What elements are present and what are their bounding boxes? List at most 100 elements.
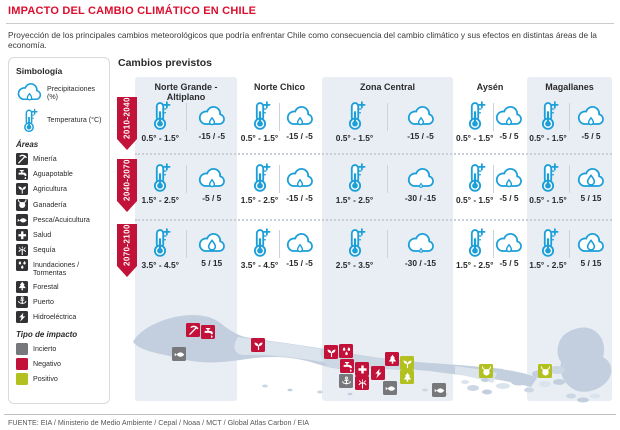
temp-value: 0.5° - 1.5° bbox=[456, 195, 494, 205]
thermometer-icon bbox=[537, 100, 559, 130]
rain-cloud-icon bbox=[576, 232, 606, 255]
cell-divider bbox=[569, 103, 570, 131]
map-marker-agricultura bbox=[400, 356, 414, 370]
temp-value: 1.5° - 2.5° bbox=[456, 260, 494, 270]
temp-value: 3.5° - 4.5° bbox=[240, 260, 279, 270]
precip-value: -5 / 5 bbox=[499, 131, 519, 141]
rain-cloud-icon bbox=[406, 232, 436, 255]
legend-precipitation-label: Precipitaciones (%) bbox=[47, 84, 96, 101]
rain-cloud-icon bbox=[197, 167, 227, 190]
row-divider bbox=[135, 153, 612, 155]
map-marker-hidroelectrica bbox=[371, 366, 385, 380]
table-heading: Cambios previstos bbox=[118, 57, 212, 69]
temp-value: 0.5° - 1.5° bbox=[529, 133, 567, 143]
sequia-icon bbox=[16, 244, 28, 257]
negativo-swatch bbox=[16, 358, 28, 371]
legend-area-label: Hidroeléctrica bbox=[33, 312, 77, 321]
precip-value: -15 / -5 bbox=[407, 131, 434, 141]
forecast-cell: 1.5° - 2.5° -30 / -15 bbox=[322, 162, 453, 210]
map-marker-agricultura bbox=[324, 345, 338, 359]
map-marker-aguapotable bbox=[201, 325, 215, 339]
region-title: Zona Central bbox=[359, 82, 415, 92]
thermometer-icon bbox=[249, 162, 271, 192]
cell-divider bbox=[387, 230, 388, 258]
forecast-cell: 0.5° - 1.5° -5 / 5 bbox=[527, 100, 612, 148]
rain-cloud-icon bbox=[494, 167, 524, 190]
legend-area-label: Salud bbox=[33, 230, 52, 239]
temp-value: 1.5° - 2.5° bbox=[240, 195, 279, 205]
legend-area-inundaciones: Inundaciones / Tormentas bbox=[16, 259, 103, 277]
cell-divider bbox=[185, 230, 187, 258]
salud-icon bbox=[16, 228, 28, 241]
mineria-icon bbox=[16, 153, 28, 165]
rain-cloud-icon bbox=[494, 105, 524, 128]
cell-divider bbox=[279, 230, 280, 258]
map-marker-pesca bbox=[383, 381, 397, 395]
cell-divider bbox=[279, 165, 280, 193]
ganaderia-icon bbox=[16, 198, 28, 211]
region-title: Norte Grande - Altiplano bbox=[154, 82, 218, 102]
rain-cloud-icon bbox=[576, 105, 606, 128]
cell-divider bbox=[493, 230, 494, 258]
temp-value: 0.5° - 1.5° bbox=[529, 195, 567, 205]
map-marker-sequia bbox=[355, 376, 369, 390]
map-marker-pesca bbox=[432, 383, 446, 397]
temp-value: 0.5° - 1.5° bbox=[240, 133, 279, 143]
map-marker-aguapotable bbox=[340, 359, 354, 373]
thermometer-icon bbox=[249, 227, 271, 257]
forecast-cell: 0.5° - 1.5° -15 / -5 bbox=[135, 100, 237, 148]
region-title: Aysén bbox=[476, 82, 504, 92]
legend-impact-label: Negativo bbox=[33, 360, 61, 369]
forecast-cell: 0.5° - 1.5° -5 / 5 bbox=[456, 100, 524, 148]
positivo-swatch bbox=[16, 373, 28, 386]
rain-cloud-icon bbox=[494, 232, 524, 255]
region-title: Magallanes bbox=[545, 82, 594, 92]
forecast-cell: 0.5° - 1.5° 5 / 15 bbox=[527, 162, 612, 210]
thermometer-icon bbox=[464, 162, 486, 192]
legend-area-aguapotable: Aguapotable bbox=[16, 168, 103, 181]
rain-cloud-icon bbox=[406, 105, 436, 128]
precip-value: 5 / 15 bbox=[580, 258, 602, 268]
forestal-icon bbox=[16, 280, 28, 293]
legend-area-pesca: Pesca/Acuicultura bbox=[16, 213, 103, 226]
thermometer-icon bbox=[344, 227, 366, 257]
legend-area-label: Minería bbox=[33, 155, 57, 163]
legend-impact-incierto: Incierto bbox=[16, 342, 103, 355]
forecast-cell: 0.5° - 1.5° -5 / 5 bbox=[456, 162, 524, 210]
cell-divider bbox=[185, 103, 187, 131]
thermometer-icon bbox=[464, 100, 486, 130]
forecast-cell: 0.5° - 1.5° -15 / -5 bbox=[240, 100, 319, 148]
legend-heading: Simbología bbox=[16, 66, 63, 76]
temp-value: 0.5° - 1.5° bbox=[141, 133, 179, 143]
precip-value: -30 / -15 bbox=[404, 258, 437, 268]
period-label: 2070-2100 bbox=[122, 224, 132, 266]
map-marker-agricultura bbox=[251, 338, 265, 352]
thermometer-icon bbox=[344, 162, 366, 192]
map-marker-pesca bbox=[172, 347, 186, 361]
period-banner: 2010-2040 bbox=[117, 97, 137, 150]
legend-area-forestal: Forestal bbox=[16, 280, 103, 293]
map-marker-ganaderia bbox=[479, 364, 493, 378]
precip-value: 5 / 15 bbox=[580, 193, 602, 203]
inundaciones-icon bbox=[16, 259, 28, 272]
forecast-cell: 1.5° - 2.5° -5 / 5 bbox=[456, 227, 524, 275]
source-line: FUENTE: EIA / Ministerio de Medio Ambien… bbox=[8, 418, 310, 427]
areas-heading: Áreas bbox=[16, 140, 39, 149]
subtitle: Proyección de los principales cambios me… bbox=[8, 30, 597, 50]
legend-area-label: Ganadería bbox=[33, 200, 67, 209]
thermometer-icon bbox=[20, 107, 38, 133]
legend-panel: Simbología Precipitaciones (%) Temperatu… bbox=[8, 57, 110, 404]
forecast-cell: 3.5° - 4.5° 5 / 15 bbox=[135, 227, 237, 275]
rain-cloud-icon bbox=[16, 82, 43, 103]
map-marker-forestal bbox=[400, 370, 414, 384]
map-marker-salud bbox=[355, 362, 369, 376]
legend-area-ganaderia: Ganadería bbox=[16, 198, 103, 211]
legend-area-puerto: Puerto bbox=[16, 295, 103, 308]
precip-value: -15 / -5 bbox=[286, 131, 313, 141]
legend-area-label: Inundaciones / Tormentas bbox=[33, 261, 80, 278]
rain-cloud-icon bbox=[406, 167, 436, 190]
precip-value: 5 / 15 bbox=[201, 258, 223, 268]
thermometer-icon bbox=[537, 162, 559, 192]
legend-impact-negativo: Negativo bbox=[16, 358, 103, 371]
legend-precipitation: Precipitaciones (%) bbox=[16, 82, 103, 103]
